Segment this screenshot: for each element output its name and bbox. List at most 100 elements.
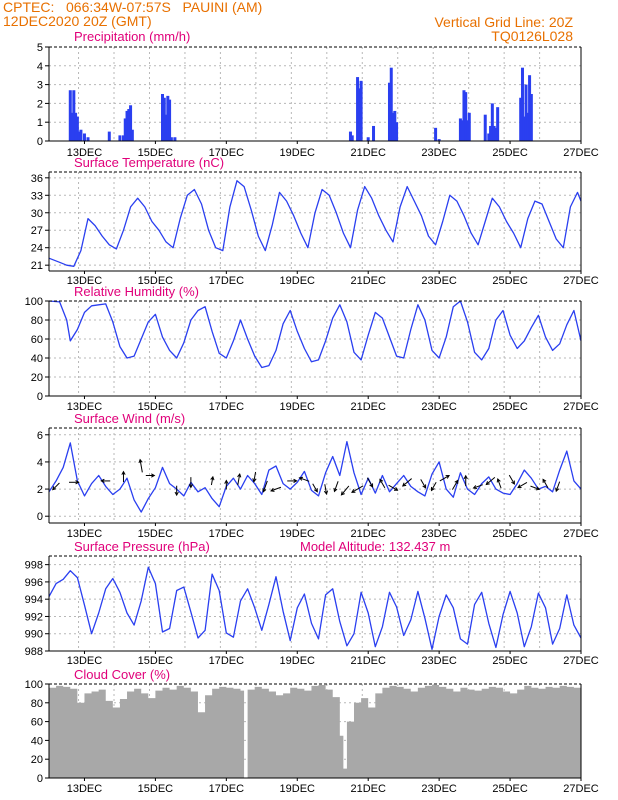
precip-bar (466, 120, 470, 141)
cloud-area (49, 684, 581, 778)
precip-bar (359, 80, 363, 141)
precip-bar (489, 125, 493, 141)
precip-bar (496, 107, 500, 141)
wind-arrow-head (151, 473, 156, 478)
y-tick-label: 996 (25, 577, 43, 589)
precip-bar (528, 75, 532, 141)
wind-arrow (340, 485, 350, 496)
precip-bar (389, 67, 393, 141)
precip-bar (348, 131, 352, 141)
panel-temperature: 21 24 27 30 33 36 13DEC 15DEC 17DEC 19DEC 21DEC 23D… (31, 155, 599, 287)
x-tick-label: 27DEC (563, 401, 599, 413)
precip-bar (79, 129, 83, 141)
precip-bar (487, 133, 491, 141)
y-tick-label: 994 (25, 594, 43, 606)
wind-arrow-head (262, 488, 267, 493)
x-tick-label: 25DEC (492, 528, 528, 540)
x-tick-label: 21DEC (350, 528, 386, 540)
wind-arrow-head (270, 487, 275, 492)
wind-arrow (312, 483, 318, 493)
wind-arrow (542, 478, 549, 489)
x-tick-label: 21DEC (350, 655, 386, 667)
precip-bar (437, 139, 441, 141)
wind-arrow-shaft (402, 478, 412, 487)
precip-bar (77, 131, 81, 141)
wind-arrow-head (340, 491, 345, 496)
wind-arrow-shaft (341, 485, 350, 496)
precip-bar (464, 92, 468, 141)
precip-bar (494, 127, 498, 141)
panel-humidity: 0 20 40 60 80 100 13DEC 15DEC 17DEC 19DEC 21DEC 23D… (25, 284, 599, 413)
wind-arrow (420, 479, 427, 489)
x-tick-label: 23DEC (421, 275, 457, 287)
wind-arrow-head (430, 486, 435, 492)
wind-arrow (496, 478, 502, 489)
precip-bar (127, 109, 131, 141)
precip-bar (395, 122, 399, 141)
x-tick-label: 27DEC (563, 528, 599, 540)
wind-arrow-head (517, 484, 522, 489)
y-tick-label: 40 (31, 735, 43, 747)
x-tick-label: 23DEC (421, 655, 457, 667)
precip-bar (130, 129, 134, 141)
wind-arrow-shaft (420, 479, 427, 489)
precip-bar (526, 112, 530, 141)
wind-arrow (270, 486, 282, 492)
wind-arrow-head (542, 478, 547, 483)
y-tick-label: 0 (37, 511, 43, 523)
wind-arrow-head (237, 473, 242, 478)
x-tick-label: 15DEC (138, 783, 174, 795)
precip-bar (492, 125, 496, 141)
precip-bar (522, 116, 526, 141)
x-tick-label: 17DEC (209, 655, 245, 667)
y-tick-label: 27 (31, 225, 43, 237)
wind-arrow-shaft (485, 476, 496, 485)
wind-arrow-head (463, 474, 468, 480)
wind-line (48, 440, 582, 513)
wind-arrow (145, 473, 156, 478)
wind-arrow-head (138, 458, 143, 464)
wind-arrow (323, 484, 329, 495)
x-tick-label: 13DEC (67, 147, 103, 159)
precip-bar (393, 110, 397, 141)
y-tick-label: 2 (37, 98, 43, 110)
wind-arrow-shaft (530, 485, 540, 490)
y-tick-label: 5 (37, 42, 43, 54)
wind-arrow-head (252, 478, 257, 483)
wind-arrow-head (224, 479, 229, 484)
y-tick-label: 80 (31, 315, 43, 327)
x-tick-label: 13DEC (67, 783, 103, 795)
wind-arrow-shaft (351, 485, 364, 493)
model-altitude-annotation: Model Altitude: 132.437 m (300, 539, 450, 554)
wind-arrow-shaft (253, 471, 257, 482)
precip-bar (462, 90, 466, 141)
precip-bar (467, 112, 471, 141)
wind-arrow-head (555, 487, 560, 493)
precip-bar (483, 114, 487, 141)
x-tick-label: 25DEC (492, 275, 528, 287)
wind-arrow-head (496, 478, 501, 483)
y-tick-label: 30 (31, 208, 43, 220)
wind-arrow-head (314, 488, 318, 493)
x-tick-label: 27DEC (563, 275, 599, 287)
wind-arrow-shaft (270, 486, 282, 492)
wind-arrow-head (445, 475, 450, 479)
wind-arrow-head (393, 487, 399, 491)
pressure-line (48, 566, 582, 650)
wind-arrow (401, 478, 412, 487)
y-tick-label: 20 (31, 754, 43, 766)
x-tick-label: 15DEC (138, 275, 174, 287)
wind-arrow-shaft (366, 477, 374, 488)
wind-arrow (188, 477, 193, 489)
y-tick-label: 80 (31, 698, 43, 710)
header-grid-note: Vertical Grid Line: 20Z (434, 14, 573, 30)
precip-bar (164, 114, 168, 141)
panel-title-humidity: Relative Humidity (%) (74, 284, 199, 299)
x-tick-label: 27DEC (563, 147, 599, 159)
x-tick-label: 25DEC (492, 655, 528, 667)
x-tick-label: 19DEC (280, 401, 316, 413)
precip-bar (160, 94, 164, 141)
precip-bar (350, 135, 354, 141)
precip-bar (74, 112, 78, 141)
